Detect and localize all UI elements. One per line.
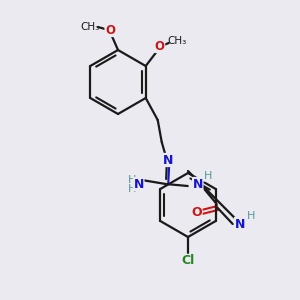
Text: O: O	[155, 40, 165, 52]
Text: CH₃: CH₃	[80, 22, 100, 32]
Text: N: N	[235, 218, 245, 230]
Text: H: H	[247, 211, 255, 221]
Text: H: H	[128, 175, 136, 185]
Text: O: O	[191, 206, 202, 218]
Text: Cl: Cl	[182, 254, 195, 268]
Text: H: H	[203, 171, 212, 181]
Text: N: N	[163, 154, 173, 166]
Text: O: O	[105, 23, 115, 37]
Text: CH₃: CH₃	[167, 36, 186, 46]
Text: N: N	[134, 178, 144, 190]
Text: N: N	[193, 178, 203, 190]
Text: H: H	[128, 184, 136, 194]
